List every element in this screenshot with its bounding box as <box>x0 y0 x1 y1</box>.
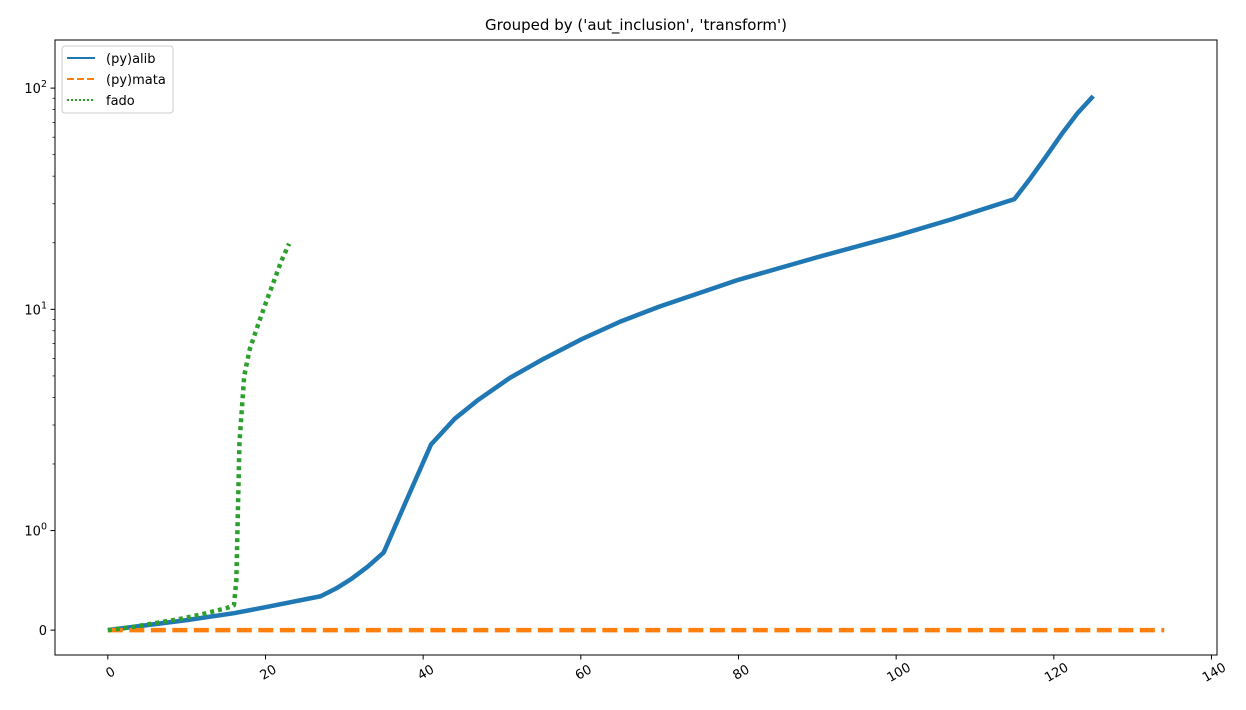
x-tick-label: 20 <box>258 662 280 683</box>
series-line-3 <box>107 242 292 633</box>
series-line-1 <box>107 94 1095 633</box>
y-tick-label: 101 <box>24 300 47 318</box>
x-tick-label: 80 <box>731 662 753 683</box>
y-tick-label: 102 <box>24 79 47 97</box>
x-tick-label: 40 <box>415 662 437 683</box>
legend-label: (py)mata <box>106 73 166 88</box>
y-tick-label: 0 <box>39 624 47 639</box>
y-tick-base: 10 <box>24 525 41 540</box>
y-tick-exponent: 0 <box>41 522 47 533</box>
legend-frame <box>61 45 174 114</box>
series-layer <box>107 94 1165 633</box>
legend: (py)alib (py)mata fado <box>61 45 174 114</box>
legend-label: fado <box>106 94 135 109</box>
y-tick-base: 10 <box>24 303 41 318</box>
plot-frame <box>54 39 1218 656</box>
y-tick-label: 100 <box>24 522 47 540</box>
y-tick-base: 10 <box>24 82 41 97</box>
y-tick-exponent: 1 <box>41 300 47 311</box>
legend-label: (py)alib <box>106 52 156 67</box>
y-tick-exponent: 2 <box>41 79 47 90</box>
chart-title: Grouped by ('aut_inclusion', 'transform'… <box>485 16 787 35</box>
x-tick-label: 60 <box>573 662 595 683</box>
